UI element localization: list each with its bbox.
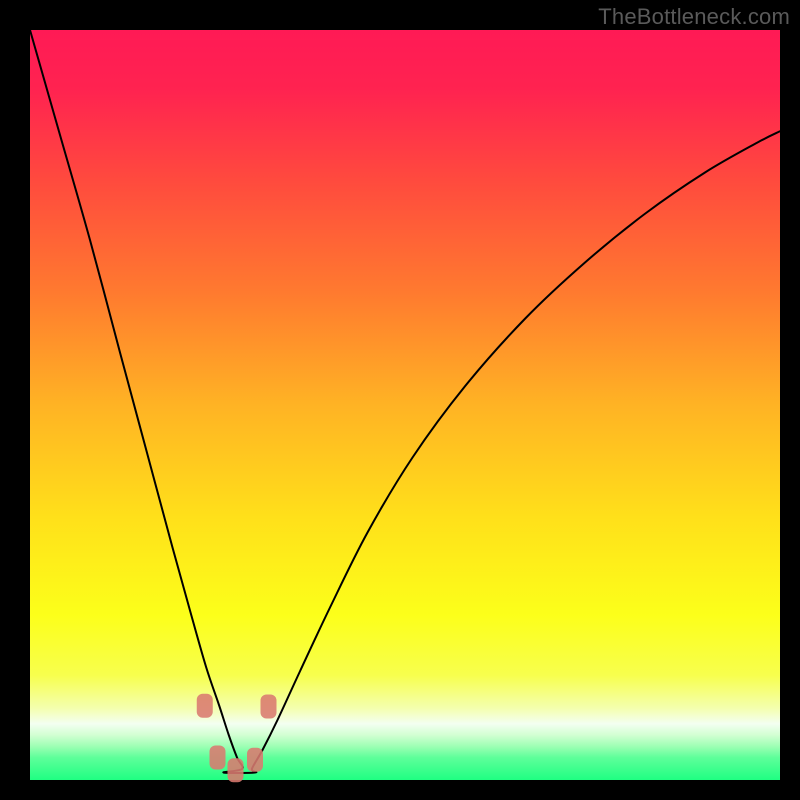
curve-marker xyxy=(247,748,263,772)
curve-marker xyxy=(228,758,244,782)
curve-marker xyxy=(197,694,213,718)
gradient-background xyxy=(30,30,780,780)
chart-svg xyxy=(30,30,780,780)
curve-marker xyxy=(210,746,226,770)
plot-area xyxy=(30,30,780,780)
curve-marker xyxy=(261,695,277,719)
watermark-text: TheBottleneck.com xyxy=(598,4,790,30)
